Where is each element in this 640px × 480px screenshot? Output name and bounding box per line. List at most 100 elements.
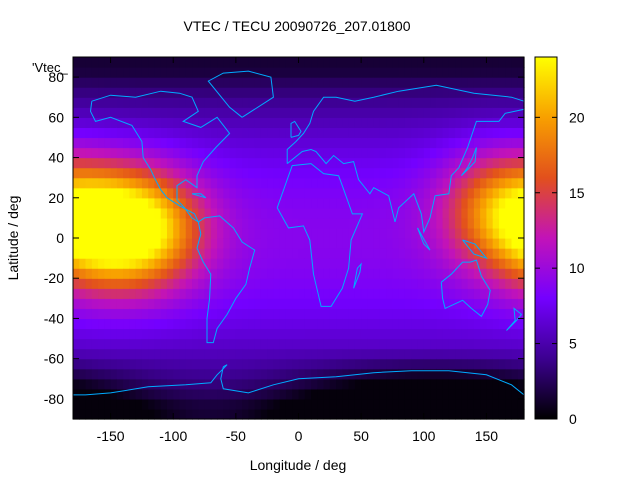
heatmap-cell xyxy=(192,67,199,78)
heatmap-cell xyxy=(154,107,162,118)
heatmap-cell xyxy=(210,338,218,350)
heatmap-cell xyxy=(198,258,206,269)
heatmap-cell xyxy=(442,278,450,289)
heatmap-cell xyxy=(79,318,87,330)
heatmap-cell xyxy=(242,117,249,128)
heatmap-cell xyxy=(179,348,187,360)
heatmap-cell xyxy=(354,258,362,269)
heatmap-cell xyxy=(123,137,130,149)
heatmap-cell xyxy=(141,248,149,259)
heatmap-cell xyxy=(267,57,275,68)
heatmap-cell xyxy=(386,238,394,249)
heatmap-cell xyxy=(73,157,80,169)
heatmap-cell xyxy=(79,378,87,390)
heatmap-cell xyxy=(473,268,481,279)
heatmap-cell xyxy=(473,238,481,249)
heatmap-cell xyxy=(511,348,519,360)
heatmap-cell xyxy=(242,358,249,370)
heatmap-cell xyxy=(348,127,356,139)
heatmap-cell xyxy=(467,157,475,169)
heatmap-cell xyxy=(423,97,431,108)
heatmap-cell xyxy=(386,258,394,269)
heatmap-cell xyxy=(154,167,162,179)
heatmap-cell xyxy=(505,338,513,350)
heatmap-cell xyxy=(379,87,387,98)
heatmap-cell xyxy=(317,358,325,370)
heatmap-cell xyxy=(354,147,362,159)
heatmap-cell xyxy=(141,107,149,118)
heatmap-cell xyxy=(480,288,488,299)
heatmap-cell xyxy=(123,127,130,139)
heatmap-cell xyxy=(148,207,156,219)
heatmap-cell xyxy=(461,368,469,380)
heatmap-cell xyxy=(455,338,462,350)
heatmap-cell xyxy=(392,107,400,118)
heatmap-cell xyxy=(379,278,387,289)
heatmap-cell xyxy=(461,378,469,390)
heatmap-cell xyxy=(442,388,450,400)
heatmap-cell xyxy=(235,147,243,159)
heatmap-cell xyxy=(486,87,494,98)
heatmap-cell xyxy=(492,238,500,249)
heatmap-cell xyxy=(204,227,212,239)
heatmap-cell xyxy=(411,398,419,410)
heatmap-cell xyxy=(166,127,174,139)
heatmap-cell xyxy=(141,137,149,149)
heatmap-cell xyxy=(166,57,174,68)
heatmap-cell xyxy=(448,117,456,128)
heatmap-cell xyxy=(511,117,519,128)
heatmap-cell xyxy=(473,167,481,179)
heatmap-cell xyxy=(442,338,450,350)
heatmap-cell xyxy=(411,127,419,139)
heatmap-cell xyxy=(455,368,462,380)
heatmap-cell xyxy=(198,278,206,289)
heatmap-cell xyxy=(73,378,80,390)
heatmap-cell xyxy=(179,207,187,219)
heatmap-cell xyxy=(342,348,350,360)
heatmap-cell xyxy=(436,408,444,420)
heatmap-cell xyxy=(517,97,525,108)
heatmap-cell xyxy=(166,217,174,229)
heatmap-cell xyxy=(354,308,362,320)
heatmap-cell xyxy=(329,77,337,88)
heatmap-cell xyxy=(505,318,513,330)
heatmap-cell xyxy=(411,97,419,108)
coastline xyxy=(276,163,364,307)
heatmap-cell xyxy=(235,308,243,320)
heatmap-cell xyxy=(473,248,481,259)
heatmap-cell xyxy=(498,398,506,410)
heatmap-cell xyxy=(204,288,212,299)
heatmap-cell xyxy=(304,57,312,68)
heatmap-cell xyxy=(285,197,293,209)
heatmap-cell xyxy=(511,217,519,229)
heatmap-cell xyxy=(273,238,281,249)
heatmap-cell xyxy=(298,227,306,239)
heatmap-cell xyxy=(336,87,343,98)
heatmap-cell xyxy=(298,127,306,139)
heatmap-cell xyxy=(417,97,425,108)
heatmap-cell xyxy=(135,227,143,239)
heatmap-cell xyxy=(373,77,381,88)
heatmap-cell xyxy=(492,127,500,139)
heatmap-cell xyxy=(235,87,243,98)
heatmap-cell xyxy=(336,408,343,420)
heatmap-cell xyxy=(173,258,181,269)
heatmap-cell xyxy=(442,167,450,179)
heatmap-cell xyxy=(129,117,137,128)
heatmap-cell xyxy=(348,67,356,78)
heatmap-cell xyxy=(498,147,506,159)
heatmap-cell xyxy=(473,67,481,78)
heatmap-cell xyxy=(116,238,124,249)
heatmap-cell xyxy=(104,177,112,189)
heatmap-cell xyxy=(511,207,519,219)
heatmap-cell xyxy=(179,97,187,108)
heatmap-cell xyxy=(498,67,506,78)
heatmap-cell xyxy=(73,187,80,199)
heatmap-cell xyxy=(116,248,124,259)
heatmap-cell xyxy=(498,278,506,289)
heatmap-cell xyxy=(279,87,287,98)
heatmap-cell xyxy=(98,358,105,370)
heatmap-cell xyxy=(354,107,362,118)
heatmap-cell xyxy=(242,107,249,118)
heatmap-cell xyxy=(336,318,343,330)
